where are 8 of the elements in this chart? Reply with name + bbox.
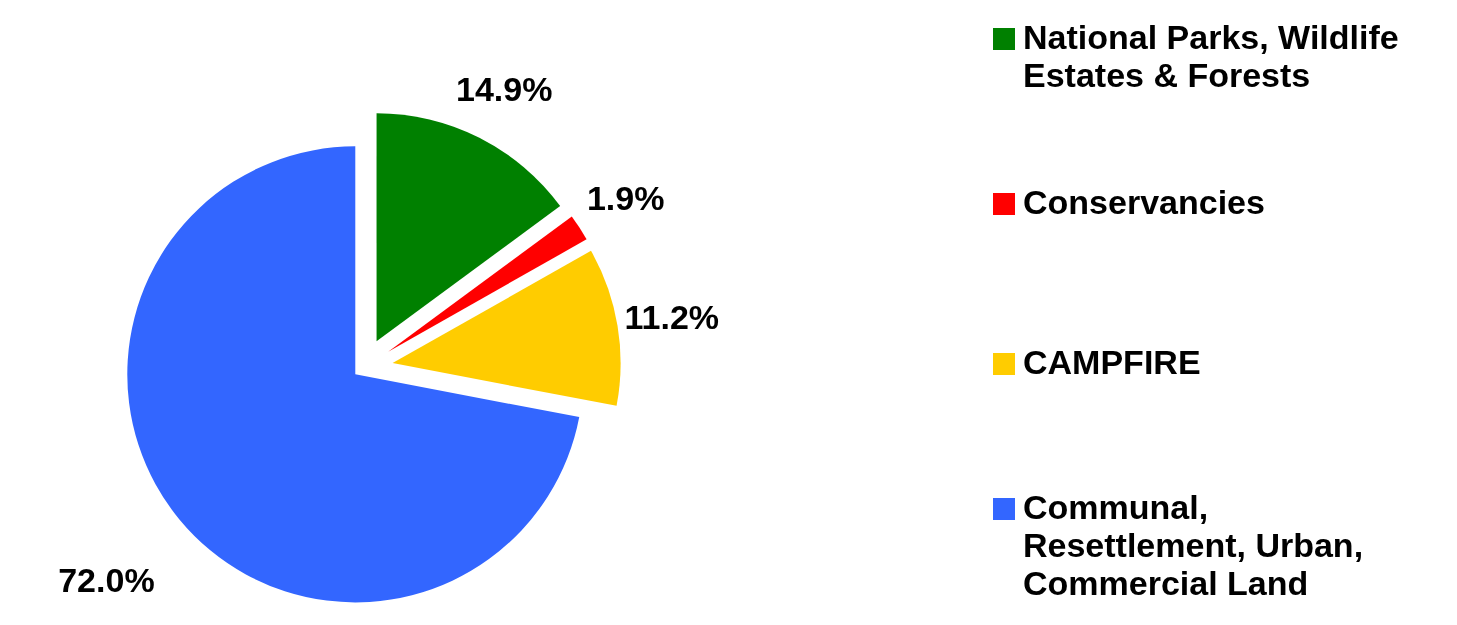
data-label: 14.9% (456, 69, 553, 108)
legend-label: National Parks, Wildlife Estates & Forests (1023, 18, 1400, 94)
data-label: 72.0% (58, 561, 155, 600)
legend-label: CAMPFIRE (1023, 343, 1202, 381)
legend-label: Conservancies (1023, 183, 1266, 221)
data-label: 1.9% (586, 178, 665, 217)
data-label: 11.2% (624, 298, 720, 337)
legend-label: Communal, Resettlement, Urban, Commercial Land (1023, 488, 1365, 602)
